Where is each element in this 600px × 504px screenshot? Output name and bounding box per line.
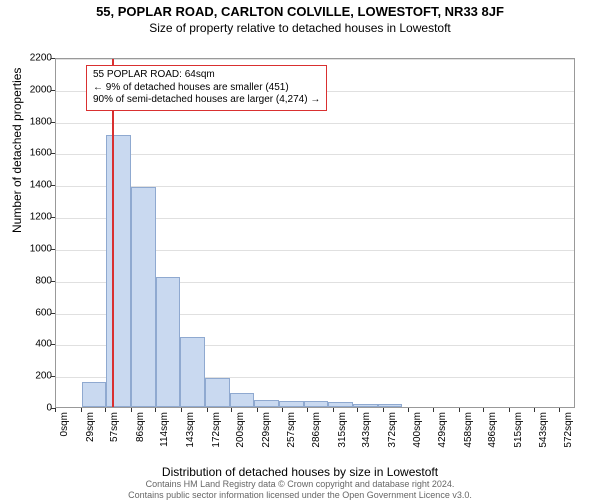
y-tick-label: 400 <box>12 339 52 350</box>
x-tick-mark <box>357 408 358 412</box>
info-box: 55 POPLAR ROAD: 64sqm← 9% of detached ho… <box>86 65 327 111</box>
y-tick-mark <box>51 344 55 345</box>
info-box-line-3: 90% of semi-detached houses are larger (… <box>93 94 320 107</box>
y-tick-label: 1600 <box>12 148 52 159</box>
chart-subtitle: Size of property relative to detached ho… <box>0 21 600 35</box>
x-tick-label: 143sqm <box>185 412 196 448</box>
histogram-bar <box>378 404 403 407</box>
grid-line <box>56 59 574 60</box>
x-tick-mark <box>483 408 484 412</box>
info-box-line-1: 55 POPLAR ROAD: 64sqm <box>93 69 320 82</box>
y-tick-mark <box>51 281 55 282</box>
x-tick-mark <box>459 408 460 412</box>
y-tick-label: 800 <box>12 275 52 286</box>
x-tick-label: 86sqm <box>135 412 146 442</box>
x-tick-mark <box>257 408 258 412</box>
chart-title: 55, POPLAR ROAD, CARLTON COLVILLE, LOWES… <box>0 4 600 19</box>
x-tick-mark <box>509 408 510 412</box>
y-tick-mark <box>51 313 55 314</box>
x-tick-label: 229sqm <box>261 412 272 448</box>
histogram-bar <box>82 382 107 407</box>
histogram-bar <box>279 401 304 407</box>
x-tick-mark <box>534 408 535 412</box>
x-tick-label: 515sqm <box>513 412 524 448</box>
x-tick-mark <box>81 408 82 412</box>
y-tick-mark <box>51 90 55 91</box>
histogram-bar <box>304 401 329 407</box>
chart-container: 55, POPLAR ROAD, CARLTON COLVILLE, LOWES… <box>0 4 600 504</box>
y-tick-label: 1000 <box>12 243 52 254</box>
x-tick-label: 29sqm <box>85 412 96 442</box>
x-tick-label: 486sqm <box>487 412 498 448</box>
y-tick-mark <box>51 122 55 123</box>
y-tick-mark <box>51 376 55 377</box>
x-tick-mark <box>282 408 283 412</box>
x-tick-label: 543sqm <box>538 412 549 448</box>
y-tick-label: 1800 <box>12 116 52 127</box>
histogram-bar <box>106 135 131 407</box>
x-tick-mark <box>383 408 384 412</box>
histogram-bar <box>254 400 279 407</box>
y-tick-label: 600 <box>12 307 52 318</box>
property-marker-line <box>112 59 114 407</box>
histogram-bar <box>353 404 378 407</box>
grid-line <box>56 123 574 124</box>
y-tick-label: 2200 <box>12 53 52 64</box>
x-tick-mark <box>559 408 560 412</box>
x-tick-label: 57sqm <box>109 412 120 442</box>
y-tick-mark <box>51 249 55 250</box>
y-tick-mark <box>51 217 55 218</box>
y-tick-label: 2000 <box>12 84 52 95</box>
x-tick-label: 572sqm <box>563 412 574 448</box>
x-tick-label: 343sqm <box>361 412 372 448</box>
histogram-bar <box>180 337 205 407</box>
x-tick-label: 257sqm <box>286 412 297 448</box>
x-tick-mark <box>231 408 232 412</box>
attribution-line-2: Contains public sector information licen… <box>0 490 600 501</box>
x-tick-label: 286sqm <box>311 412 322 448</box>
x-tick-label: 458sqm <box>463 412 474 448</box>
y-tick-label: 1200 <box>12 212 52 223</box>
x-tick-mark <box>155 408 156 412</box>
x-tick-label: 315sqm <box>337 412 348 448</box>
histogram-bar <box>205 378 230 407</box>
info-box-line-2: ← 9% of detached houses are smaller (451… <box>93 82 320 95</box>
x-tick-mark <box>207 408 208 412</box>
x-tick-mark <box>408 408 409 412</box>
y-tick-mark <box>51 185 55 186</box>
grid-line <box>56 154 574 155</box>
y-tick-mark <box>51 153 55 154</box>
histogram-bar <box>230 393 255 407</box>
x-tick-mark <box>131 408 132 412</box>
attribution-line-1: Contains HM Land Registry data © Crown c… <box>0 479 600 490</box>
x-tick-label: 400sqm <box>412 412 423 448</box>
x-tick-label: 172sqm <box>211 412 222 448</box>
x-tick-label: 372sqm <box>387 412 398 448</box>
x-tick-mark <box>433 408 434 412</box>
x-tick-mark <box>105 408 106 412</box>
x-tick-label: 200sqm <box>235 412 246 448</box>
x-tick-mark <box>181 408 182 412</box>
chart-footer: Distribution of detached houses by size … <box>0 461 600 501</box>
x-tick-mark <box>307 408 308 412</box>
plot-area: 55 POPLAR ROAD: 64sqm← 9% of detached ho… <box>55 58 575 408</box>
x-tick-label: 0sqm <box>59 412 70 436</box>
y-tick-label: 1400 <box>12 180 52 191</box>
x-tick-mark <box>55 408 56 412</box>
x-tick-label: 114sqm <box>159 412 170 447</box>
x-axis-label: Distribution of detached houses by size … <box>0 465 600 479</box>
histogram-bar <box>156 277 181 407</box>
x-tick-label: 429sqm <box>437 412 448 448</box>
histogram-bar <box>131 187 156 407</box>
y-tick-mark <box>51 58 55 59</box>
y-tick-label: 0 <box>12 403 52 414</box>
y-tick-label: 200 <box>12 371 52 382</box>
x-tick-mark <box>333 408 334 412</box>
histogram-bar <box>328 402 353 407</box>
